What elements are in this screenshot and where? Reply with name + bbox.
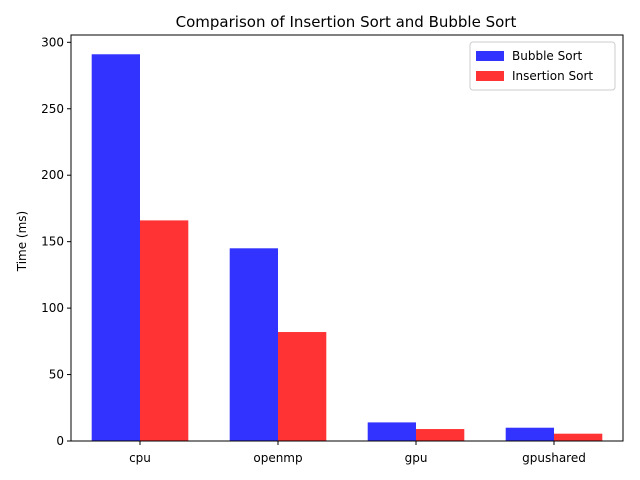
bar-cpu-bubble-sort (91, 54, 140, 441)
bar-gpu-insertion-sort (416, 429, 465, 441)
x-tick-label-gpushared: gpushared (522, 451, 586, 465)
bar-openmp-bubble-sort (229, 248, 278, 441)
y-tick-label: 50 (49, 368, 64, 382)
chart-title: Comparison of Insertion Sort and Bubble … (176, 13, 517, 31)
bars-group (91, 54, 603, 441)
y-tick-label: 300 (41, 35, 64, 49)
bar-gpu-bubble-sort (367, 422, 416, 441)
bar-cpu-insertion-sort (140, 220, 189, 441)
bar-openmp-insertion-sort (278, 332, 327, 441)
bar-gpushared-insertion-sort (554, 433, 603, 441)
legend-label-insertion-sort: Insertion Sort (512, 69, 593, 83)
x-tick-label-gpu: gpu (405, 451, 428, 465)
y-axis-label: Time (ms) (15, 211, 29, 273)
legend-swatch-insertion-sort (476, 71, 504, 81)
y-tick-label: 100 (41, 301, 64, 315)
bar-gpushared-bubble-sort (505, 427, 554, 441)
axes-group: 0 50 100 150 200 250 300 cpu openmp gpu gpushared (41, 34, 624, 465)
x-tick-label-cpu: cpu (129, 451, 151, 465)
legend: Bubble Sort Insertion Sort (469, 41, 616, 91)
y-tick-label: 250 (41, 102, 64, 116)
legend-swatch-bubble-sort (476, 51, 504, 61)
legend-label-bubble-sort: Bubble Sort (512, 49, 582, 63)
y-tick-label: 150 (41, 235, 64, 249)
legend-box (469, 41, 616, 91)
x-tick-label-openmp: openmp (253, 451, 302, 465)
y-tick-label: 0 (56, 434, 64, 448)
y-tick-label: 200 (41, 168, 64, 182)
plot-frame (70, 34, 624, 442)
